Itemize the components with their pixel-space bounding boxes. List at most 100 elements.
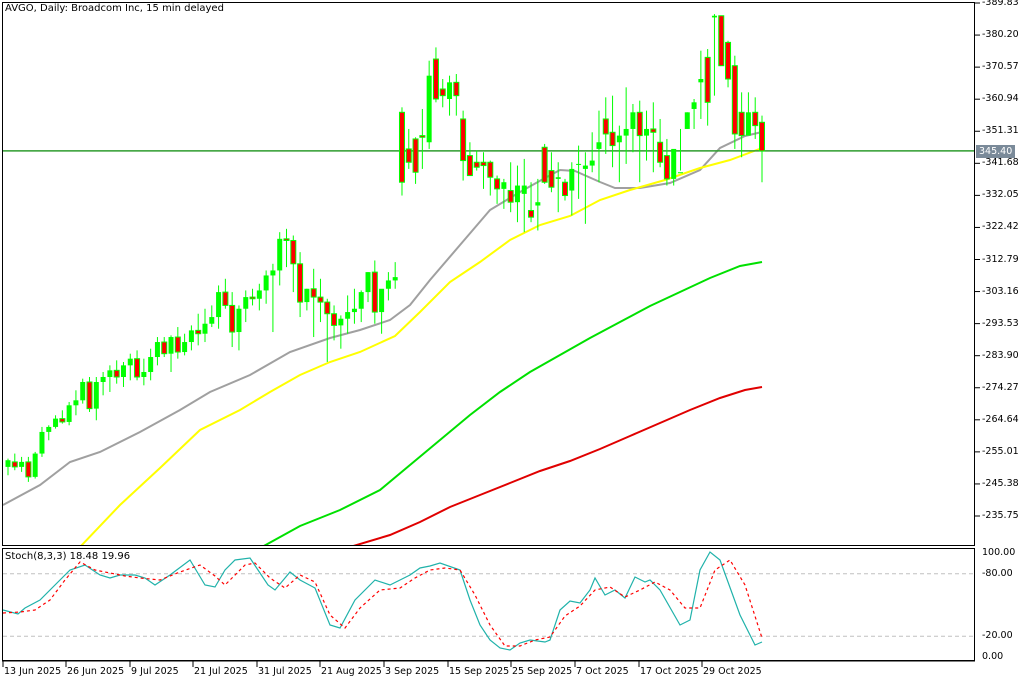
bull-candle — [154, 342, 160, 358]
bear-candle — [657, 141, 664, 163]
bear-candle — [602, 118, 609, 135]
price-tick-label: -332.05 — [982, 189, 1019, 201]
bear-candle — [113, 369, 120, 378]
bear-candle — [371, 271, 378, 313]
bull-candle — [19, 461, 25, 467]
bull-candle — [80, 381, 86, 401]
time-tick-label: 26 Jun 2025 — [67, 666, 125, 677]
bull-candle — [684, 112, 690, 129]
time-tick-label: 7 Oct 2025 — [576, 666, 629, 677]
time-tick-label: 17 Oct 2025 — [640, 666, 699, 677]
stochastic-canvas[interactable] — [3, 549, 974, 660]
bull-candle — [711, 15, 717, 18]
bull-candle — [582, 165, 588, 169]
price-tick-label: -235.75 — [982, 510, 1019, 521]
bear-candle — [297, 263, 304, 303]
bear-candle — [759, 121, 765, 152]
stochastic-panel[interactable] — [2, 548, 975, 661]
price-tick-label: -245.38 — [982, 477, 1019, 489]
bear-candle — [636, 111, 643, 137]
bull-candle — [100, 376, 106, 382]
current-price-tag: 345.40 — [976, 145, 1015, 158]
bull-candle — [5, 460, 11, 467]
bear-candle — [432, 58, 439, 100]
bull-candle — [270, 270, 276, 276]
stoch-level-label: 100.00 — [982, 547, 1016, 558]
bear-candle — [663, 155, 670, 180]
bear-candle — [86, 381, 93, 410]
bear-candle — [412, 138, 419, 173]
price-tick-label: -264.64 — [982, 413, 1019, 425]
price-tick-label: -303.16 — [982, 285, 1019, 297]
bull-candle — [182, 342, 188, 353]
bull-candle — [596, 142, 602, 149]
bull-candle — [535, 202, 541, 206]
bull-candle — [141, 372, 147, 377]
bear-candle — [161, 341, 168, 355]
bull-candle — [514, 185, 520, 203]
bull-candle — [745, 112, 751, 136]
bull-candle — [521, 185, 527, 194]
bear-candle — [725, 41, 732, 80]
bear-candle — [11, 461, 18, 468]
bull-candle — [616, 135, 622, 143]
bear-candle — [229, 304, 236, 333]
bear-candle — [528, 210, 535, 218]
bear-candle — [134, 358, 141, 378]
bull-candle — [698, 79, 704, 83]
bear-candle — [541, 146, 548, 183]
bull-candle — [188, 330, 194, 343]
bull-candle — [93, 381, 99, 409]
bull-candle — [256, 290, 262, 299]
bull-candle — [358, 292, 364, 309]
bear-candle — [324, 301, 331, 315]
bull-candle — [127, 358, 133, 366]
price-chart-canvas[interactable] — [3, 3, 974, 545]
time-tick-label: 21 Jul 2025 — [194, 666, 248, 677]
bear-candle — [548, 170, 555, 188]
price-tick-label: -293.53 — [982, 317, 1019, 329]
bear-candle — [317, 296, 324, 303]
bear-candle — [731, 65, 738, 135]
bull-candle — [426, 75, 432, 143]
bear-candle — [283, 238, 290, 241]
price-tick-label: -389.83 — [982, 0, 1019, 8]
moving-average-line — [263, 261, 763, 545]
time-tick-label: 15 Sep 2025 — [449, 666, 510, 677]
bear-candle — [507, 190, 514, 203]
bull-candle — [243, 297, 249, 309]
bull-candle — [365, 272, 371, 293]
stoch-signal-line — [3, 559, 763, 647]
bull-candle — [569, 168, 575, 191]
bull-candle — [277, 238, 283, 271]
bull-candle — [304, 288, 310, 303]
bull-candle — [39, 431, 45, 454]
time-tick-label: 3 Sep 2025 — [385, 666, 440, 677]
bull-candle — [53, 418, 59, 427]
time-tick-label: 29 Oct 2025 — [703, 666, 762, 677]
bull-candle — [555, 177, 561, 179]
bear-candle — [494, 178, 501, 190]
bull-candle — [46, 426, 52, 432]
bull-candle — [236, 308, 242, 333]
bull-candle — [345, 312, 351, 319]
bear-candle — [460, 118, 467, 162]
bull-candle — [630, 112, 636, 129]
time-tick-label: 13 Jun 2025 — [4, 666, 62, 677]
bull-candle — [120, 365, 126, 377]
bull-candle — [202, 323, 208, 334]
main-price-panel[interactable] — [2, 2, 975, 546]
bear-candle — [718, 15, 725, 67]
price-tick-label: -370.57 — [982, 61, 1019, 73]
bull-candle — [73, 400, 79, 406]
stoch-level-label: -80.00 — [982, 567, 1013, 579]
bear-candle — [480, 161, 487, 167]
bull-candle — [148, 357, 154, 373]
bear-candle — [738, 111, 745, 137]
price-tick-label: -360.94 — [982, 93, 1019, 105]
bear-candle — [473, 161, 480, 168]
bull-candle — [209, 317, 215, 324]
bull-candle — [216, 292, 222, 318]
price-tick-label: -283.90 — [982, 349, 1019, 361]
price-tick-label: -274.27 — [982, 381, 1019, 393]
